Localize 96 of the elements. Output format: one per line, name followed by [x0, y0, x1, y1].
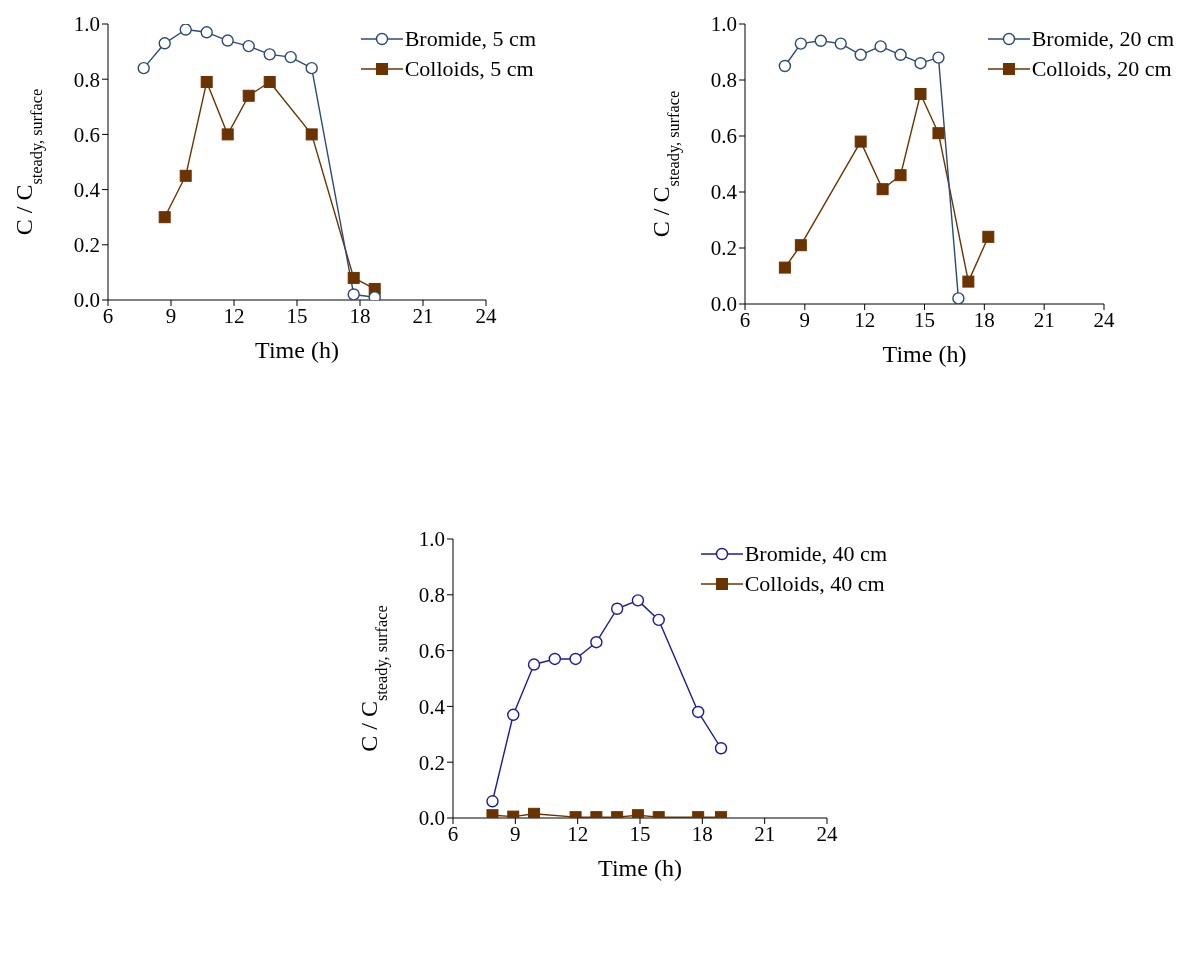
point	[794, 37, 808, 50]
point	[305, 128, 318, 141]
point	[894, 48, 907, 61]
x-tick-label: 24	[816, 821, 838, 846]
x-tick-label: 18	[973, 307, 995, 332]
x-tick-label: 15	[629, 821, 651, 846]
y-tick-label: 0.2	[73, 233, 100, 258]
x-axis-title: Time (h)	[255, 337, 339, 363]
point	[200, 26, 213, 39]
legend-label: Colloids, 5 cm	[404, 56, 534, 82]
point	[158, 37, 171, 50]
y-tick-label: 0.0	[418, 806, 445, 831]
point	[778, 59, 792, 73]
point	[263, 48, 276, 61]
point	[158, 211, 171, 224]
point	[894, 169, 907, 182]
point	[610, 602, 624, 615]
y-tick-label: 0.8	[73, 67, 100, 92]
x-tick-label: 12	[223, 303, 245, 328]
point	[507, 708, 520, 721]
point	[854, 48, 867, 61]
x-tick-label: 18	[349, 303, 371, 328]
legend-label: Bromide, 5 cm	[404, 26, 536, 52]
point	[347, 288, 360, 300]
x-tick-label: 12	[567, 821, 589, 846]
x-tick-label: 24	[1093, 307, 1115, 332]
point	[590, 636, 603, 649]
x-tick-label: 18	[691, 821, 713, 846]
point	[548, 652, 562, 666]
point	[794, 239, 807, 252]
point	[242, 39, 255, 53]
point	[814, 34, 827, 47]
point	[347, 271, 360, 284]
y-tick-label: 0.4	[418, 694, 446, 719]
y-tick-label: 0.4	[73, 178, 101, 203]
point	[932, 51, 945, 64]
point	[854, 135, 867, 148]
x-tick-label: 6	[102, 303, 114, 328]
x-tick-label: 15	[914, 307, 935, 332]
point	[527, 658, 541, 671]
x-tick-label: 6	[739, 307, 751, 332]
y-tick-label: 0.0	[73, 288, 100, 313]
point	[305, 61, 318, 75]
point	[714, 742, 728, 755]
x-tick-label: 15	[286, 303, 308, 328]
y-tick-label: 1.0	[418, 527, 445, 552]
point	[914, 57, 927, 70]
point	[952, 292, 965, 304]
y-tick-label: 0.4	[710, 180, 738, 205]
x-tick-label: 6	[447, 821, 459, 846]
point	[691, 705, 705, 719]
y-tick-label: 0.2	[418, 750, 445, 775]
y-tick-label: 0.6	[710, 124, 737, 149]
y-tick-label: 0.0	[710, 292, 737, 317]
y-tick-label: 0.8	[418, 583, 445, 608]
point	[179, 24, 192, 36]
point	[631, 594, 645, 607]
point	[221, 128, 234, 141]
point	[137, 61, 150, 75]
legend-label: Bromide, 40 cm	[744, 541, 887, 567]
y-tick-label: 0.6	[418, 639, 445, 664]
point	[834, 37, 847, 50]
point	[962, 275, 975, 288]
x-tick-label: 12	[854, 307, 876, 332]
point	[284, 50, 297, 64]
legend-label: Colloids, 40 cm	[744, 571, 885, 597]
x-tick-label: 21	[412, 303, 434, 328]
point	[932, 127, 945, 140]
point	[263, 75, 276, 88]
y-tick-label: 1.0	[73, 12, 100, 37]
x-tick-label: 24	[475, 303, 497, 328]
x-axis-title: Time (h)	[882, 341, 967, 367]
point	[528, 807, 541, 818]
y-tick-label: 0.6	[73, 122, 100, 147]
x-axis-title: Time (h)	[598, 855, 682, 881]
point	[569, 652, 582, 666]
x-tick-label: 9	[799, 307, 811, 332]
point	[914, 88, 927, 100]
legend-label: Colloids, 20 cm	[1031, 56, 1172, 82]
x-tick-label: 9	[165, 303, 177, 328]
point	[242, 89, 255, 102]
x-tick-label: 21	[1033, 307, 1055, 332]
point	[982, 230, 995, 243]
point	[200, 75, 213, 88]
point	[652, 613, 665, 627]
y-tick-label: 0.2	[710, 236, 737, 261]
y-tick-label: 1.0	[710, 12, 737, 37]
y-tick-label: 0.8	[710, 68, 737, 93]
point	[876, 183, 889, 196]
point	[874, 40, 887, 53]
point	[778, 261, 791, 274]
x-tick-label: 9	[510, 821, 521, 846]
x-tick-label: 21	[754, 821, 776, 846]
point	[221, 34, 234, 47]
legend-label: Bromide, 20 cm	[1031, 26, 1174, 52]
point	[179, 169, 192, 182]
